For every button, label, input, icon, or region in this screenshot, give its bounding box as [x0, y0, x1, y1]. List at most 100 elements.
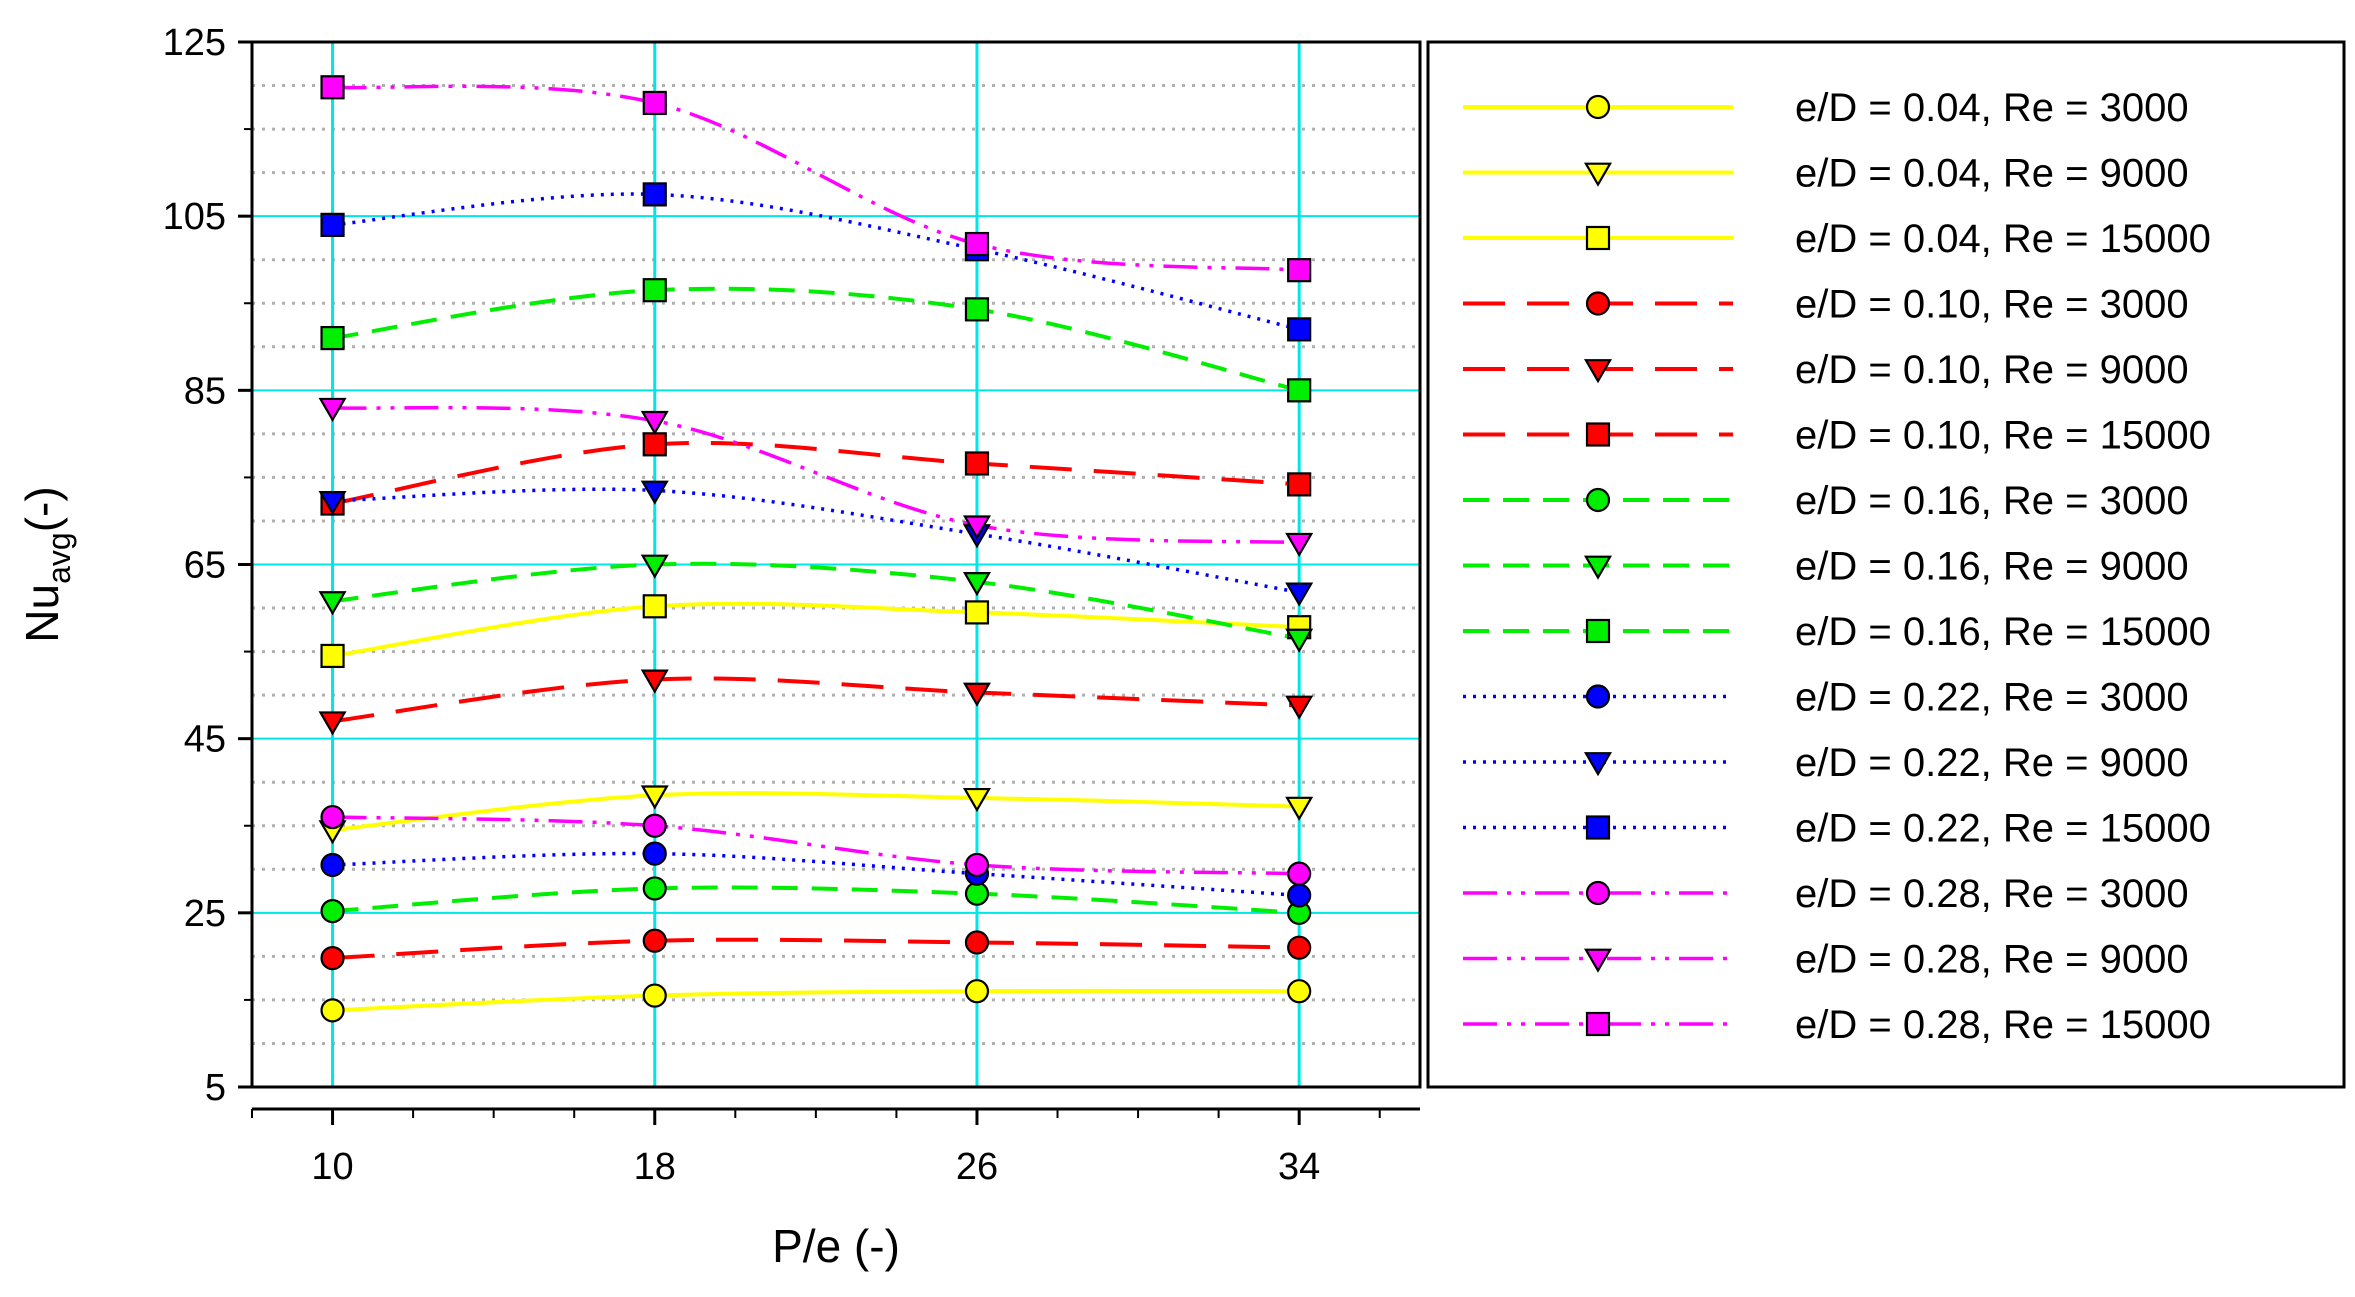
- y-axis-title: Nuavg(-): [16, 486, 77, 642]
- legend-label: e/D = 0.22, Re = 3000: [1795, 676, 2189, 720]
- x-axis-title: P/e (-): [772, 1220, 900, 1272]
- data-point-triangle: [962, 787, 991, 813]
- x-tick-label: 18: [634, 1146, 676, 1188]
- data-point-square: [1287, 472, 1312, 497]
- series-line: [332, 815, 1300, 876]
- legend-label: e/D = 0.04, Re = 9000: [1795, 152, 2189, 196]
- data-point-triangle: [318, 711, 347, 736]
- y-tick-label: 45: [184, 719, 226, 761]
- data-point-triangle: [1285, 695, 1314, 720]
- legend: e/D = 0.04, Re = 3000 e/D = 0.04, Re = 90…: [1426, 40, 2346, 1089]
- legend-label: e/D = 0.16, Re = 15000: [1795, 610, 2211, 654]
- series-line: [332, 286, 1300, 393]
- legend-label: e/D = 0.28, Re = 3000: [1795, 872, 2189, 916]
- data-point-circle: [964, 852, 990, 878]
- x-tick-label: 26: [956, 1146, 998, 1188]
- legend-marker-triangle: [1583, 162, 1613, 187]
- data-point-circle: [642, 813, 667, 838]
- data-point-circle: [320, 804, 345, 830]
- legend-marker-circle: [1585, 684, 1611, 709]
- data-point-triangle: [962, 515, 991, 540]
- legend-label: e/D = 0.16, Re = 9000: [1795, 545, 2189, 589]
- data-point-circle: [642, 876, 667, 901]
- legend-label: e/D = 0.10, Re = 9000: [1795, 348, 2189, 392]
- legend-label: e/D = 0.10, Re = 15000: [1795, 414, 2211, 458]
- series-line: [332, 937, 1300, 961]
- data-point-circle: [1287, 861, 1312, 886]
- series-line: [332, 440, 1300, 506]
- data-point-circle: [1287, 883, 1312, 908]
- series-line: [332, 885, 1300, 915]
- series-line: [332, 84, 1300, 272]
- data-point-circle: [320, 946, 345, 971]
- data-point-triangle: [318, 397, 347, 423]
- data-point-triangle: [318, 491, 347, 516]
- legend-marker-triangle: [1583, 555, 1613, 580]
- y-tick-label: 25: [184, 893, 226, 935]
- y-axis-title-subscript: avg: [41, 532, 77, 584]
- data-point-triangle: [962, 572, 991, 597]
- data-point-circle: [642, 983, 667, 1008]
- legend-marker-square: [1585, 815, 1611, 840]
- grid-lines: [252, 42, 1420, 1087]
- series-line: [332, 791, 1300, 833]
- data-point-triangle: [318, 591, 347, 616]
- legend-label: e/D = 0.28, Re = 9000: [1795, 938, 2189, 982]
- x-tick-label: 10: [311, 1146, 353, 1188]
- legend-marker-circle: [1585, 880, 1611, 906]
- data-point-square: [964, 231, 990, 257]
- data-point-square: [642, 432, 667, 457]
- legend-label: e/D = 0.22, Re = 9000: [1795, 741, 2189, 785]
- data-point-triangle: [640, 669, 669, 694]
- data-point-square: [964, 451, 990, 476]
- y-axis-title-main: Nu: [16, 584, 68, 643]
- x-tick-label: 34: [1278, 1146, 1320, 1188]
- series-line: [332, 405, 1300, 545]
- series-line: [332, 487, 1300, 595]
- data-point-square: [320, 325, 345, 351]
- axes: 5 25 45 65 85 105 125 10 18 26 34: [163, 22, 1420, 1188]
- data-point-circle: [320, 898, 345, 924]
- data-point-square: [1287, 317, 1312, 342]
- data-point-triangle: [1285, 532, 1314, 558]
- data-point-triangle: [1285, 796, 1314, 821]
- series-lines: [332, 84, 1300, 1013]
- series-line: [332, 601, 1300, 658]
- legend-marker-square: [1585, 225, 1611, 251]
- legend-marker-square: [1585, 422, 1611, 447]
- data-point-square: [320, 643, 345, 669]
- legend-marker-square: [1585, 618, 1611, 644]
- data-point-circle: [1287, 979, 1312, 1004]
- data-point-circle: [320, 852, 345, 878]
- y-tick-label: 85: [184, 370, 226, 412]
- data-point-square: [320, 212, 345, 237]
- legend-marker-circle: [1585, 291, 1611, 316]
- data-point-circle: [964, 979, 990, 1004]
- y-tick-label: 125: [163, 22, 226, 64]
- data-point-circle: [642, 841, 667, 866]
- legend-marker-square: [1585, 1011, 1611, 1037]
- series-line: [332, 851, 1300, 898]
- legend-label: e/D = 0.16, Re = 3000: [1795, 479, 2189, 523]
- legend-marker-triangle: [1583, 359, 1613, 384]
- data-point-triangle: [1285, 582, 1314, 607]
- data-point-triangle: [640, 480, 669, 505]
- series-line: [332, 192, 1300, 332]
- y-axis-title-suffix: (-): [16, 486, 68, 532]
- data-point-square: [964, 600, 990, 625]
- series-markers: [318, 75, 1314, 1023]
- series-line: [332, 676, 1300, 724]
- legend-label: e/D = 0.04, Re = 15000: [1795, 217, 2211, 261]
- legend-marker-circle: [1585, 94, 1611, 120]
- data-point-triangle: [640, 785, 669, 810]
- data-point-square: [642, 594, 667, 619]
- data-point-circle: [642, 928, 667, 953]
- data-point-triangle: [640, 554, 669, 579]
- legend-marker-circle: [1585, 487, 1611, 513]
- series-line: [332, 988, 1300, 1013]
- data-point-square: [320, 75, 345, 100]
- data-point-square: [1287, 378, 1312, 403]
- y-tick-label: 5: [205, 1067, 226, 1109]
- data-point-triangle: [640, 410, 669, 436]
- y-tick-label: 65: [184, 545, 226, 587]
